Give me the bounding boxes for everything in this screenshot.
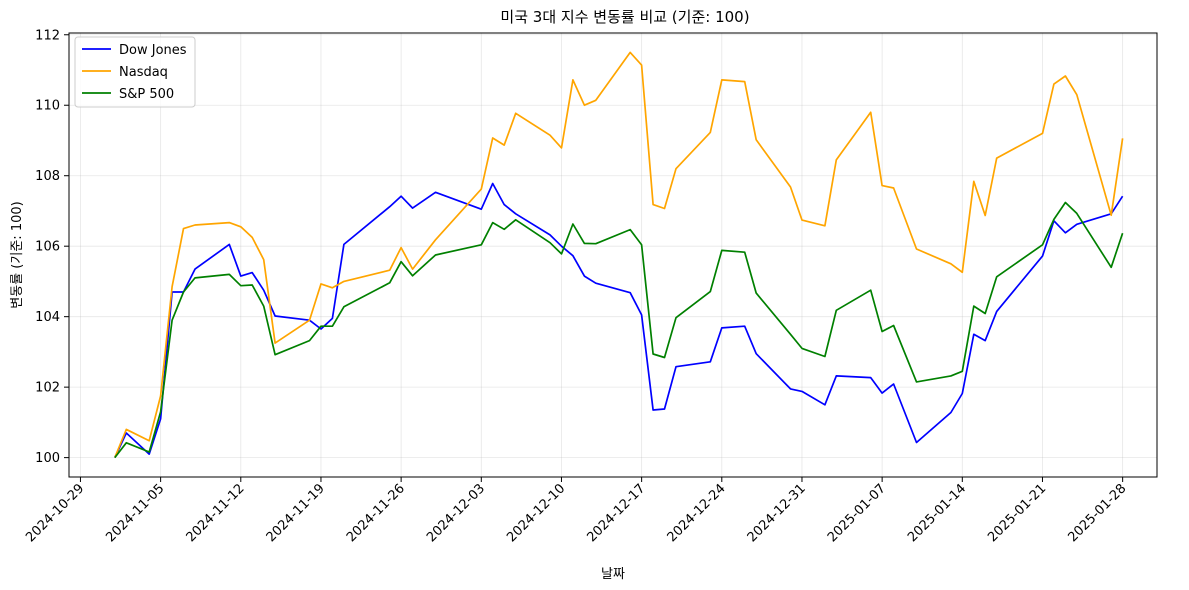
y-tick-label: 100 xyxy=(35,451,60,466)
y-axis-ticks: 100 102 104 106 108 110 112 xyxy=(35,28,69,466)
legend: Dow Jones Nasdaq S&P 500 xyxy=(74,36,196,108)
legend-box xyxy=(74,36,196,108)
legend-label-nasdaq: Nasdaq xyxy=(119,65,168,80)
x-tick-label: 2024-12-03 xyxy=(424,481,488,545)
x-tick-label: 2024-11-12 xyxy=(184,481,248,545)
series-group xyxy=(114,51,1124,459)
chart-title: 미국 3대 지수 변동률 비교 (기준: 100) xyxy=(500,8,749,26)
x-tick-label: 2025-01-28 xyxy=(1065,481,1129,545)
x-tick-label: 2024-12-31 xyxy=(745,481,809,545)
legend-label-dow-jones: Dow Jones xyxy=(119,43,187,58)
y-tick-label: 104 xyxy=(35,310,60,325)
x-tick-label: 2024-10-29 xyxy=(23,481,87,545)
x-tick-label: 2024-12-24 xyxy=(665,481,729,545)
legend-label-sp500: S&P 500 xyxy=(119,87,174,102)
x-tick-label: 2024-11-05 xyxy=(103,481,167,545)
x-tick-label: 2025-01-21 xyxy=(985,481,1049,545)
y-tick-label: 106 xyxy=(35,240,60,255)
x-axis-ticks: 2024-10-29 2024-11-05 2024-11-12 2024-11-19… xyxy=(23,477,1129,545)
x-tick-label: 2025-01-14 xyxy=(905,481,969,545)
x-axis-label: 날짜 xyxy=(601,567,625,582)
x-tick-label: 2024-12-17 xyxy=(584,481,648,545)
series-line-dow-jones xyxy=(114,182,1124,458)
y-tick-label: 110 xyxy=(35,99,60,114)
y-tick-label: 112 xyxy=(35,28,60,43)
x-tick-label: 2024-12-10 xyxy=(504,481,568,545)
x-tick-label: 2024-11-26 xyxy=(344,481,408,545)
grid xyxy=(69,33,1157,477)
y-axis-label: 변동률 (기준: 100) xyxy=(10,201,25,308)
y-tick-label: 102 xyxy=(35,381,60,396)
y-tick-label: 108 xyxy=(35,169,60,184)
series-line-s-p-500 xyxy=(114,201,1124,459)
x-tick-label: 2025-01-07 xyxy=(825,481,889,545)
series-line-nasdaq xyxy=(114,51,1124,458)
x-tick-label: 2024-11-19 xyxy=(264,481,328,545)
plot-area-frame xyxy=(68,32,1158,478)
